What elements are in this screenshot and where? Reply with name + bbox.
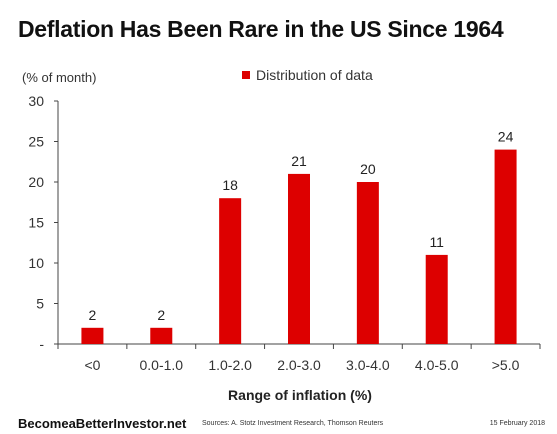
bar bbox=[150, 327, 173, 344]
chart-title: Deflation Has Been Rare in the US Since … bbox=[18, 16, 504, 42]
x-axis-label: Range of inflation (%) bbox=[228, 387, 372, 403]
data-label: 20 bbox=[360, 161, 376, 177]
bar bbox=[219, 198, 242, 344]
data-label: 24 bbox=[498, 129, 514, 145]
x-tick-label: >5.0 bbox=[492, 357, 520, 373]
bar bbox=[494, 149, 517, 344]
bars bbox=[81, 149, 517, 344]
data-label: 18 bbox=[222, 177, 238, 193]
y-tick-label: 30 bbox=[28, 93, 44, 109]
bar bbox=[425, 254, 448, 344]
x-tick-label: 4.0-5.0 bbox=[415, 357, 459, 373]
data-label: 2 bbox=[89, 307, 97, 323]
y-tick-label: 20 bbox=[28, 174, 44, 190]
footer-date: 15 February 2018 bbox=[489, 420, 545, 427]
y-tick-label: 25 bbox=[28, 134, 44, 150]
x-tick-label: 1.0-2.0 bbox=[208, 357, 252, 373]
footer-brand: BecomeaBetterInvestor.net bbox=[18, 416, 187, 431]
bar bbox=[356, 182, 379, 344]
y-axis: - 5 10 15 20 25 30 bbox=[28, 93, 59, 352]
data-label: 21 bbox=[291, 153, 307, 169]
footer-sources: Sources: A. Stotz Investment Research, T… bbox=[202, 420, 384, 427]
x-tick-label: 0.0-1.0 bbox=[139, 357, 183, 373]
y-tick-label: 5 bbox=[36, 296, 44, 312]
x-tick-label: 2.0-3.0 bbox=[277, 357, 321, 373]
y-tick-label: - bbox=[39, 336, 44, 352]
y-tick-label: 10 bbox=[28, 255, 44, 271]
y-tick-label: 15 bbox=[28, 215, 44, 231]
x-tick-label: <0 bbox=[84, 357, 100, 373]
legend: Distribution of data bbox=[242, 67, 373, 83]
bar bbox=[288, 173, 310, 344]
legend-label: Distribution of data bbox=[256, 67, 373, 83]
value-labels: 2 2 18 21 20 11 24 bbox=[89, 129, 514, 323]
legend-swatch bbox=[242, 71, 250, 79]
unit-label: (% of month) bbox=[22, 70, 96, 85]
data-label: 2 bbox=[157, 307, 165, 323]
x-axis bbox=[57, 343, 541, 349]
bar bbox=[81, 327, 104, 344]
x-tick-label: 3.0-4.0 bbox=[346, 357, 390, 373]
data-label: 11 bbox=[429, 234, 444, 250]
x-tick-labels: <0 0.0-1.0 1.0-2.0 2.0-3.0 3.0-4.0 4.0-5.0 >5.… bbox=[84, 357, 519, 373]
